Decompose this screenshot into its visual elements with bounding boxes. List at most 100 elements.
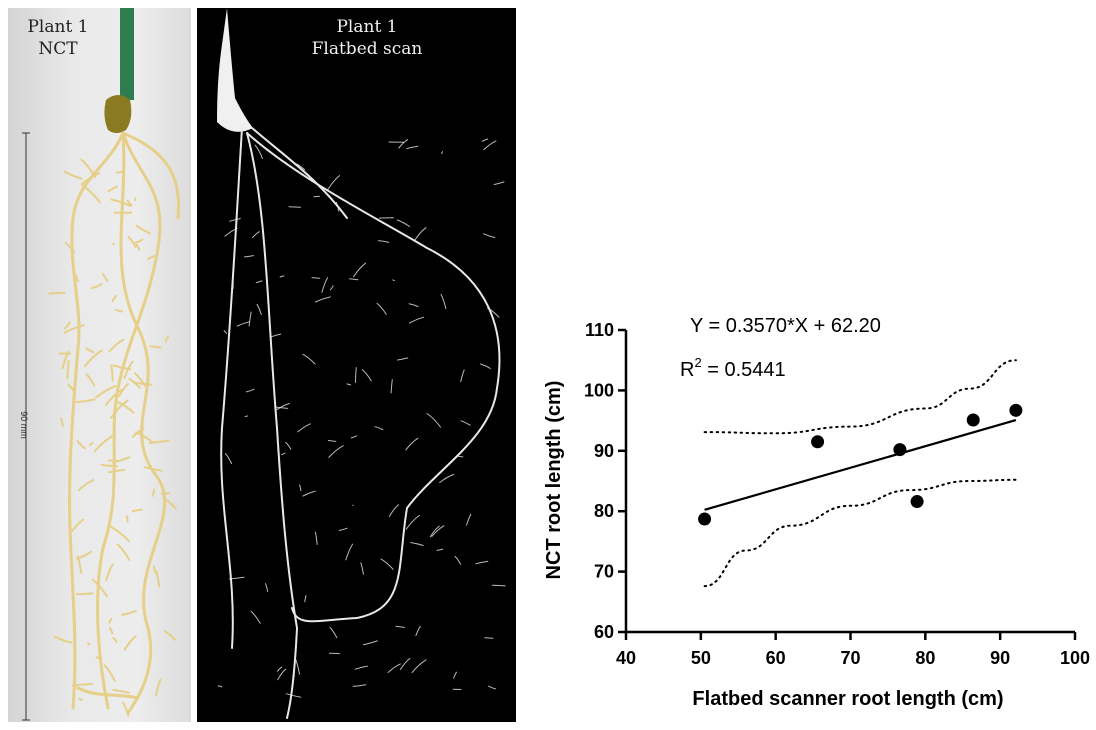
lateral-root [109,525,130,543]
scan-lateral-root [483,233,496,238]
scan-lateral-root [362,640,378,646]
lateral-root [80,172,101,186]
lateral-root [112,636,118,643]
lateral-root [108,459,117,462]
scan-lateral-root [395,625,405,628]
scatter-chart: 40 50 60 70 80 90 100 60 70 80 90 100 110 Y = 0.357… [543,315,1090,710]
lateral-root [88,442,94,447]
scan-lateral-root [399,657,411,670]
lateral-root [121,610,137,616]
lateral-root [95,656,102,661]
lateral-root [80,158,97,178]
seed [104,95,132,133]
scan-lateral-root [252,231,260,238]
y-tick-label: 100 [584,380,614,400]
scan-lateral-root [405,514,420,530]
scan-root-system [217,127,506,719]
lateral-root [126,199,133,207]
lateral-root [151,488,156,497]
scan-lateral-root [493,181,505,185]
y-tick-label: 80 [594,501,614,521]
scan-lateral-root [491,584,506,587]
scan-lateral-root [484,637,494,639]
lateral-root [164,630,176,641]
lateral-root [148,439,170,445]
scan-lateral-root [487,307,500,318]
main-root [220,127,243,649]
data-point [966,413,980,427]
lateral-root [94,385,117,399]
scan-lateral-root [406,145,419,150]
lateral-root [161,492,170,495]
scan-lateral-root [285,441,292,450]
lateral-root [78,697,83,702]
scan-lateral-root [292,674,295,677]
scan-lateral-root [436,548,444,551]
scan-lateral-root [229,218,241,222]
main-root [246,132,299,719]
lateral-root [107,185,119,193]
lateral-root [100,464,118,468]
confidence-band-upper [703,359,1017,435]
scan-lateral-root [460,369,465,383]
lateral-root [76,555,83,574]
scan-lateral-root [392,279,395,281]
scan-lateral-root [304,595,307,603]
r2-superscript: 2 [694,355,701,370]
lateral-root [77,479,95,492]
scan-lateral-root [277,668,286,681]
lateral-root [75,592,94,596]
data-point [1009,403,1023,417]
x-tick-label: 40 [616,648,636,668]
lateral-root [103,664,116,682]
scan-lateral-root [244,415,248,417]
lateral-root [114,308,124,313]
lateral-root [108,468,126,474]
scan-lateral-root [440,293,447,310]
lateral-root [155,570,161,588]
lateral-root [122,701,130,717]
lateral-root [116,543,131,561]
regression-line [704,419,1017,511]
scan-lateral-root [314,531,318,545]
scan-lateral-root [376,302,387,315]
main-root [119,131,167,715]
lateral-root [147,255,156,260]
main-root [76,686,140,700]
scan-lateral-root [296,163,306,171]
lateral-root [110,364,114,382]
lateral-root [61,350,70,370]
r2-value: = 0.5441 [702,359,786,381]
scan-lateral-root [248,311,252,327]
scan-lateral-root [453,671,457,679]
scan-lateral-root [313,195,320,198]
lateral-root [127,235,137,249]
scan-lateral-root [236,321,250,327]
scan-lateral-root [396,219,411,228]
scan-lateral-root [426,413,441,428]
scan-lateral-root [410,542,424,546]
lateral-root [76,440,86,450]
lateral-root [123,635,137,651]
x-tick-group: 40 50 60 70 80 90 100 [616,632,1090,668]
lateral-root [66,360,70,380]
lateral-root [133,381,153,386]
scan-lateral-root [285,693,302,698]
nct-title-line1: Plant 1 [27,17,89,37]
main-root [246,132,501,623]
x-tick-label: 90 [990,648,1010,668]
scan-root-image [217,8,506,719]
lateral-root [91,578,108,598]
scan-lateral-root [250,610,261,624]
lateral-root [108,338,125,353]
scan-lateral-root [431,525,445,537]
scan-lateral-root [439,473,455,484]
scan-lateral-root [217,685,223,688]
scan-lateral-root [271,333,282,338]
scan-lateral-root [327,439,337,442]
lateral-root [75,274,79,283]
lateral-root [164,335,170,343]
scan-lateral-root [274,406,289,409]
lateral-root [67,383,77,395]
scan-lateral-root [346,383,352,386]
